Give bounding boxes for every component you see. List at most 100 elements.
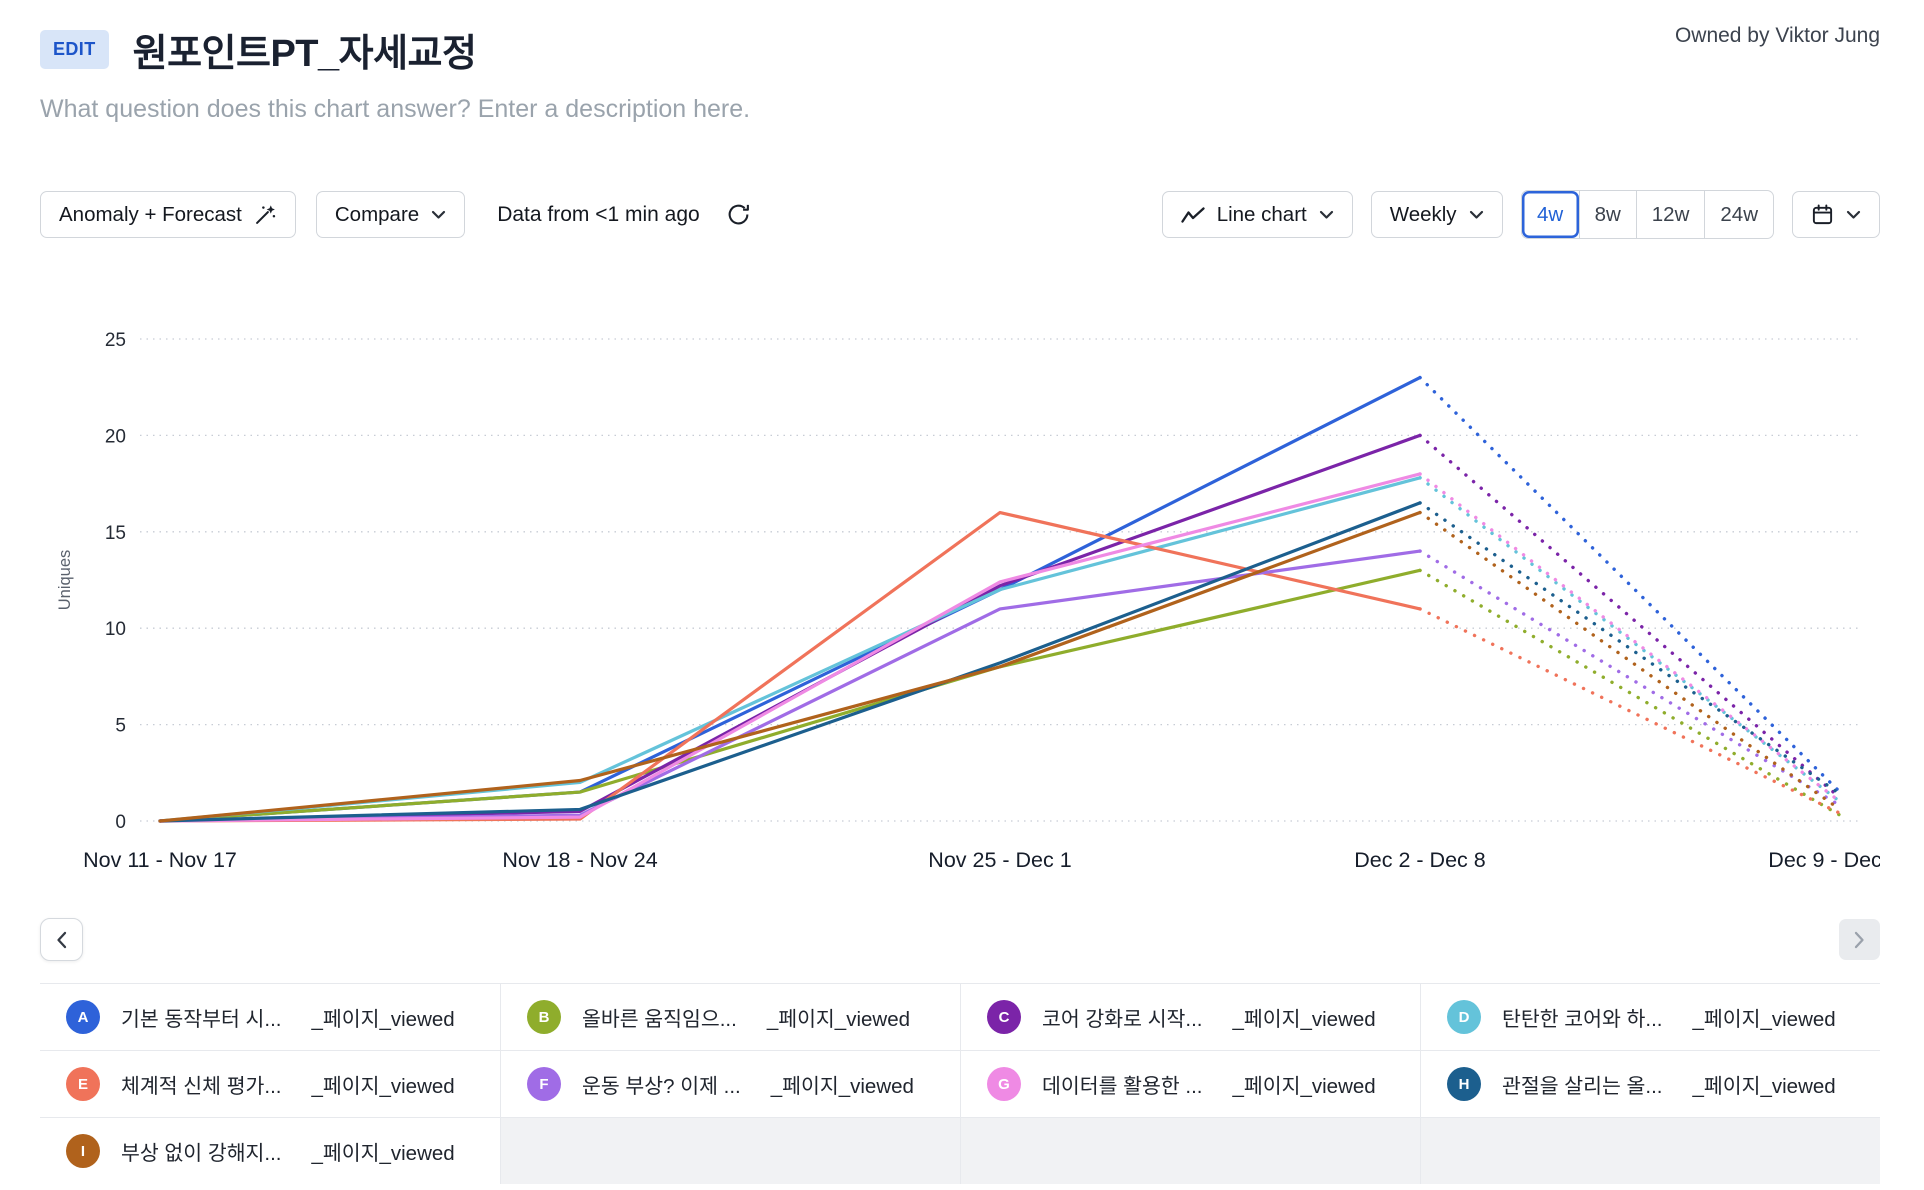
legend-prev-button[interactable] (40, 918, 83, 961)
legend-item-H[interactable]: H 관절을 살리는 올... _페이지_viewed (1420, 1050, 1880, 1117)
forecast-line-E[interactable] (1418, 607, 1842, 815)
legend-swatch-I: I (66, 1134, 100, 1168)
chart-toolbar: Anomaly + Forecast Compare Data from <1 … (40, 190, 1880, 239)
y-tick-25: 25 (105, 330, 126, 351)
refresh-button[interactable] (722, 198, 755, 231)
series-legend: A 기본 동작부터 시... _페이지_viewed B 올바른 움직임으... _페이지… (40, 983, 1880, 1184)
legend-swatch-A: A (66, 1000, 100, 1034)
legend-series-name: 관절을 살리는 올... (1502, 1075, 1663, 1098)
legend-next-button[interactable] (1839, 919, 1880, 960)
legend-item-A[interactable]: A 기본 동작부터 시... _페이지_viewed (40, 983, 500, 1050)
legend-series-name: 코어 강화로 시작... (1042, 1008, 1203, 1031)
data-freshness-label: Data from <1 min ago (497, 202, 700, 226)
legend-series-name: 데이터를 활용한 ... (1042, 1075, 1203, 1098)
chevron-left-icon (57, 931, 67, 948)
chart-type-button[interactable]: Line chart (1161, 191, 1353, 238)
legend-event-suffix: _페이지_viewed (311, 1008, 455, 1031)
description-placeholder[interactable]: What question does this chart answer? En… (40, 95, 751, 123)
legend-event-suffix: _페이지_viewed (311, 1075, 455, 1098)
x-tick-3: Dec 2 - Dec 8 (1354, 848, 1485, 872)
y-axis-label: Uniques (56, 550, 74, 611)
legend-swatch-F: F (527, 1067, 561, 1101)
magic-wand-icon (255, 205, 276, 224)
line-chart-svg[interactable]: 0 5 10 15 20 25 Uniques Nov 11 - Nov 17 Nov 18 -… (40, 279, 1880, 904)
legend-item-B[interactable]: B 올바른 움직임으... _페이지_viewed (500, 983, 960, 1050)
edit-badge[interactable]: EDIT (40, 30, 109, 69)
y-tick-5: 5 (115, 716, 126, 737)
line-chart-icon (1181, 206, 1205, 223)
legend-swatch-D: D (1447, 1000, 1481, 1034)
legend-event-suffix: _페이지_viewed (1692, 1075, 1836, 1098)
chevron-down-icon (1846, 210, 1861, 219)
range-option-8w[interactable]: 8w (1578, 191, 1636, 238)
legend-swatch-H: H (1447, 1067, 1481, 1101)
toolbar-left-group: Anomaly + Forecast Compare Data from <1 … (40, 191, 755, 238)
x-tick-0: Nov 11 - Nov 17 (83, 848, 237, 872)
series-line-A[interactable] (158, 375, 1422, 823)
legend-swatch-G: G (987, 1067, 1021, 1101)
interval-label: Weekly (1389, 202, 1457, 226)
forecast-line-I[interactable] (1418, 510, 1842, 812)
chart-type-label: Line chart (1216, 202, 1307, 226)
legend-item-E[interactable]: E 체계적 신체 평가... _페이지_viewed (40, 1050, 500, 1117)
forecast-line-A[interactable] (1418, 375, 1842, 794)
y-tick-15: 15 (105, 523, 126, 544)
range-group: 4w 8w 12w 24w (1520, 190, 1774, 239)
legend-pagination (40, 918, 1880, 961)
header: EDIT 원포인트PT_자세교정 Owned by Viktor Jung (40, 22, 1880, 77)
chevron-down-icon (1469, 210, 1483, 219)
series-line-D[interactable] (158, 476, 1422, 823)
range-option-4w[interactable]: 4w (1521, 191, 1579, 238)
legend-series-name: 부상 없이 강해지... (121, 1142, 282, 1165)
legend-series-name: 탄탄한 코어와 하... (1502, 1008, 1663, 1031)
line-chart-canvas[interactable]: 0 5 10 15 20 25 Uniques Nov 11 - Nov 17 Nov 18 -… (40, 279, 1880, 904)
chevron-right-icon (1854, 931, 1864, 948)
compare-label: Compare (334, 202, 420, 226)
x-tick-2: Nov 25 - Dec 1 (928, 848, 1071, 872)
compare-button[interactable]: Compare (315, 191, 466, 238)
refresh-icon (728, 204, 749, 225)
x-tick-4: Dec 9 - Dec 15 (1768, 848, 1880, 872)
forecast-line-G[interactable] (1418, 472, 1842, 804)
legend-item-C[interactable]: C 코어 강화로 시작... _페이지_viewed (960, 983, 1420, 1050)
forecast-line-B[interactable] (1418, 568, 1842, 817)
range-option-12w[interactable]: 12w (1635, 191, 1705, 238)
y-tick-0: 0 (115, 812, 126, 833)
legend-event-suffix: _페이지_viewed (1692, 1008, 1836, 1031)
y-tick-20: 20 (105, 426, 126, 447)
legend-series-name: 운동 부상? 이제 ... (582, 1075, 741, 1098)
interval-button[interactable]: Weekly (1370, 191, 1503, 238)
date-range-button[interactable] (1792, 191, 1880, 238)
legend-item-D[interactable]: D 탄탄한 코어와 하... _페이지_viewed (1420, 983, 1880, 1050)
y-tick-10: 10 (105, 619, 126, 640)
legend-item-G[interactable]: G 데이터를 활용한 ... _페이지_viewed (960, 1050, 1420, 1117)
x-tick-1: Nov 18 - Nov 24 (502, 848, 657, 872)
chevron-down-icon (432, 210, 446, 219)
series-line-H[interactable] (158, 501, 1422, 823)
legend-item-I[interactable]: I 부상 없이 강해지... _페이지_viewed (40, 1117, 500, 1184)
legend-series-name: 기본 동작부터 시... (121, 1008, 282, 1031)
forecast-line-H[interactable] (1418, 501, 1842, 796)
forecast-line-F[interactable] (1418, 549, 1842, 808)
anomaly-forecast-button[interactable]: Anomaly + Forecast (40, 191, 296, 238)
range-option-24w[interactable]: 24w (1704, 191, 1773, 238)
legend-series-name: 올바른 움직임으... (582, 1008, 737, 1031)
forecast-line-C[interactable] (1418, 433, 1842, 800)
legend-swatch-C: C (987, 1000, 1021, 1034)
legend-empty-cell (960, 1117, 1420, 1184)
page-title[interactable]: 원포인트PT_자세교정 (132, 33, 477, 75)
series-line-E[interactable] (158, 510, 1422, 823)
legend-event-suffix: _페이지_viewed (1232, 1075, 1376, 1098)
series-line-B[interactable] (158, 568, 1422, 823)
series-line-G[interactable] (158, 472, 1422, 823)
legend-event-suffix: _페이지_viewed (770, 1075, 914, 1098)
chevron-down-icon (1319, 210, 1333, 219)
series-line-I[interactable] (158, 510, 1422, 823)
calendar-icon (1812, 204, 1833, 225)
legend-swatch-E: E (66, 1067, 100, 1101)
legend-event-suffix: _페이지_viewed (1232, 1008, 1376, 1031)
legend-item-F[interactable]: F 운동 부상? 이제 ... _페이지_viewed (500, 1050, 960, 1117)
owner-label: Owned by Viktor Jung (1674, 24, 1880, 47)
legend-swatch-B: B (527, 1000, 561, 1034)
